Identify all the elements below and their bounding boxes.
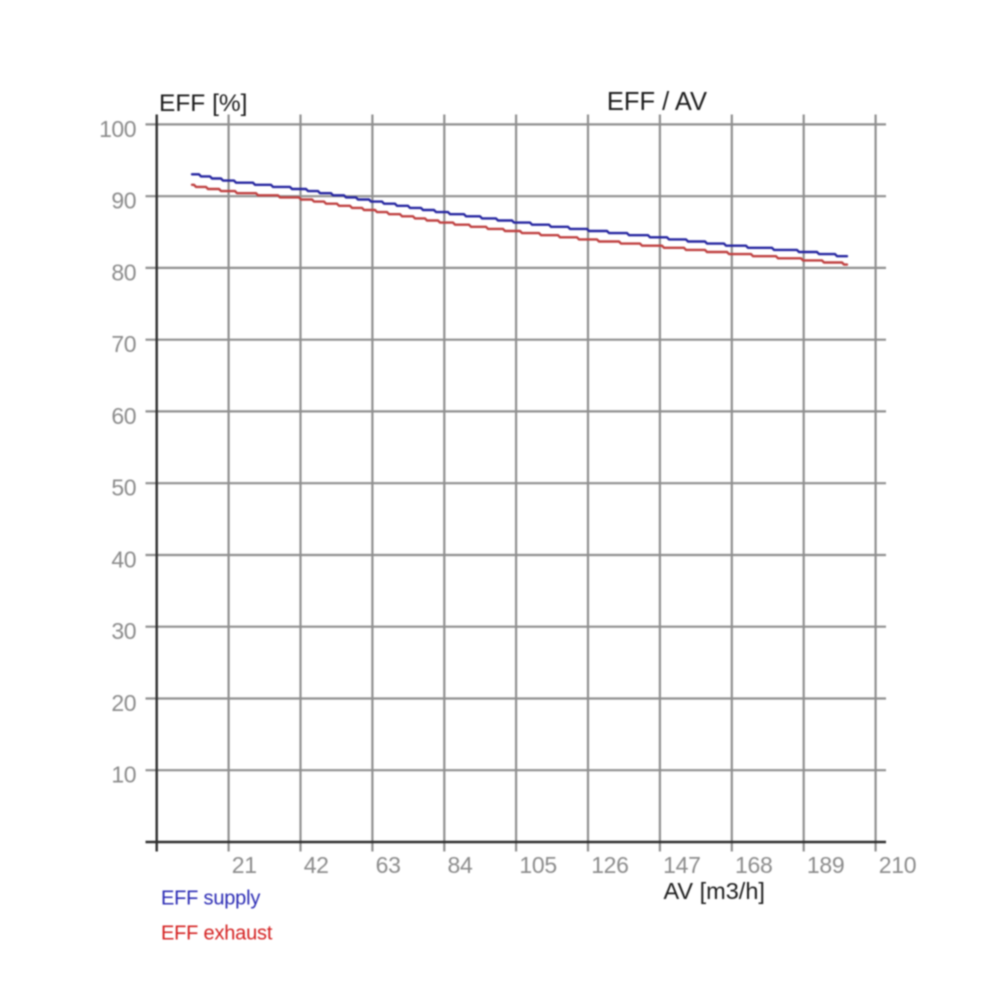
svg-text:100: 100: [99, 116, 136, 142]
svg-text:63: 63: [376, 852, 401, 878]
svg-text:EFF exhaust: EFF exhaust: [161, 923, 273, 945]
svg-text:84: 84: [448, 852, 473, 878]
svg-text:42: 42: [304, 852, 329, 878]
svg-text:40: 40: [111, 546, 136, 572]
svg-text:168: 168: [735, 852, 772, 878]
svg-text:30: 30: [111, 618, 136, 644]
svg-text:20: 20: [111, 690, 136, 716]
svg-text:AV [m3/h]: AV [m3/h]: [664, 878, 765, 904]
svg-text:126: 126: [591, 852, 628, 878]
svg-text:90: 90: [111, 188, 136, 214]
svg-text:EFF / AV: EFF / AV: [607, 88, 707, 116]
svg-text:EFF [%]: EFF [%]: [159, 90, 247, 117]
svg-text:105: 105: [519, 852, 556, 878]
svg-text:189: 189: [807, 852, 844, 878]
svg-text:10: 10: [111, 762, 136, 788]
svg-text:21: 21: [232, 852, 257, 878]
svg-text:EFF supply: EFF supply: [161, 888, 260, 910]
svg-text:50: 50: [111, 475, 136, 501]
svg-text:80: 80: [111, 259, 136, 285]
svg-text:70: 70: [111, 331, 136, 357]
svg-text:60: 60: [111, 403, 136, 429]
svg-text:147: 147: [663, 852, 700, 878]
svg-text:210: 210: [879, 852, 916, 878]
